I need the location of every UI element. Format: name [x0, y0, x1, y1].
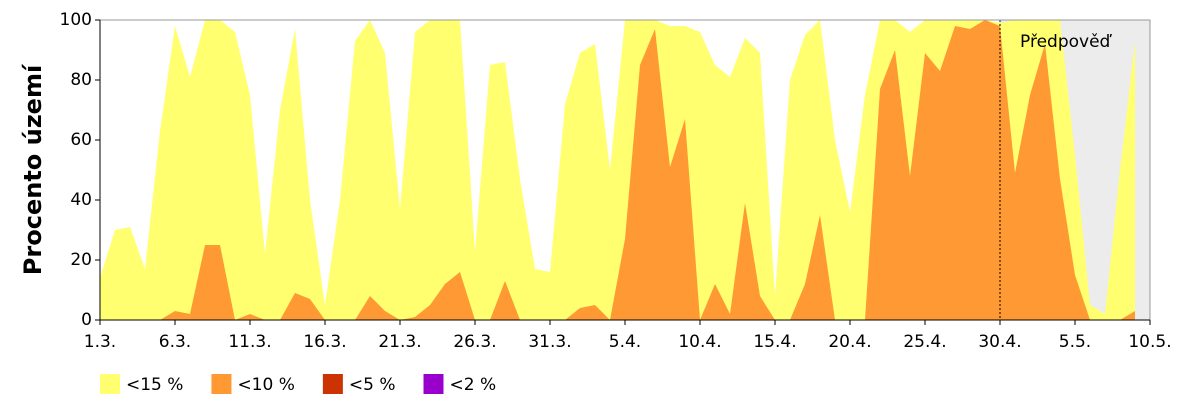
y-tick-label: 80	[70, 70, 92, 90]
x-tick-label: 25.4.	[903, 332, 946, 352]
legend-label: <2 %	[450, 375, 497, 395]
y-tick-label: 0	[81, 310, 92, 330]
y-tick-label: 100	[60, 10, 92, 30]
x-tick-label: 11.3.	[228, 332, 271, 352]
x-tick-label: 5.4.	[609, 332, 641, 352]
x-tick-label: 21.3.	[378, 332, 421, 352]
x-tick-label: 6.3.	[159, 332, 191, 352]
x-tick-label: 10.4.	[678, 332, 721, 352]
legend-label: <15 %	[126, 375, 183, 395]
forecast-label: Předpověď	[1020, 32, 1113, 52]
x-tick-label: 10.5.	[1128, 332, 1171, 352]
x-tick-label: 20.4.	[828, 332, 871, 352]
x-tick-label: 31.3.	[528, 332, 571, 352]
legend-swatch	[211, 374, 232, 394]
x-tick-label: 16.3.	[303, 332, 346, 352]
y-tick-label: 60	[70, 130, 92, 150]
y-tick-label: 40	[70, 190, 92, 210]
legend-label: <10 %	[237, 375, 294, 395]
legend-swatch	[423, 374, 444, 394]
x-tick-label: 26.3.	[453, 332, 496, 352]
x-tick-label: 15.4.	[753, 332, 796, 352]
area	[100, 20, 1135, 320]
legend-label: <5 %	[349, 375, 396, 395]
x-tick-label: 5.5.	[1059, 332, 1091, 352]
x-tick-label: 30.4.	[978, 332, 1021, 352]
legend-swatch	[322, 374, 343, 394]
x-tick-label: 1.3.	[84, 332, 116, 352]
legend-swatch	[100, 374, 120, 394]
y-tick-label: 20	[70, 250, 92, 270]
y-axis-title: Procento území	[19, 63, 47, 275]
